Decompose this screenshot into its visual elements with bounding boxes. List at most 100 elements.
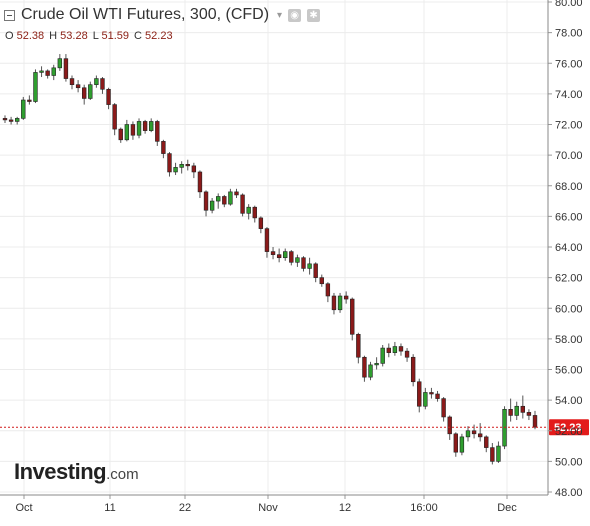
candle-body bbox=[69, 78, 75, 85]
x-tick-label: Dec bbox=[497, 502, 517, 514]
candle-up bbox=[246, 204, 251, 220]
candle-down bbox=[142, 119, 148, 134]
y-tick-label: 72.00 bbox=[555, 120, 583, 132]
candle-down bbox=[435, 390, 440, 402]
candle-body bbox=[179, 164, 184, 168]
candle-body bbox=[368, 364, 373, 378]
y-tick-label: 80.00 bbox=[555, 0, 583, 9]
candle-up bbox=[124, 119, 130, 142]
candle-body bbox=[14, 118, 20, 122]
y-tick-label: 62.00 bbox=[555, 273, 583, 285]
candle-body bbox=[39, 70, 44, 73]
candle-down bbox=[161, 139, 166, 159]
y-tick-label: 78.00 bbox=[555, 28, 583, 40]
candle-up bbox=[295, 254, 300, 267]
visibility-icon[interactable]: ◉ bbox=[288, 8, 302, 22]
candle-up bbox=[39, 66, 44, 78]
candle-down bbox=[441, 397, 446, 422]
candle-down bbox=[471, 424, 477, 439]
y-tick-label: 58.00 bbox=[555, 334, 583, 346]
close-readout: C 52.23 bbox=[134, 30, 173, 42]
grid-lines bbox=[0, 0, 548, 495]
candle-body bbox=[325, 283, 331, 297]
y-tick-label: 52.00 bbox=[555, 426, 583, 438]
candle-up bbox=[149, 118, 154, 133]
candle-body bbox=[295, 257, 300, 263]
candle-down bbox=[8, 116, 14, 125]
candles bbox=[2, 54, 538, 465]
candle-up bbox=[459, 433, 465, 456]
candle-down bbox=[331, 292, 337, 315]
candle-body bbox=[319, 277, 324, 285]
candle-down bbox=[191, 162, 197, 179]
y-tick-label: 74.00 bbox=[555, 89, 583, 101]
candle-down bbox=[410, 354, 416, 387]
candle-body bbox=[75, 84, 81, 89]
candle-body bbox=[356, 333, 361, 358]
candle-up bbox=[88, 81, 93, 100]
candle-body bbox=[386, 347, 391, 353]
candle-body bbox=[51, 67, 56, 76]
y-tick-label: 48.00 bbox=[555, 487, 583, 499]
candle-body bbox=[222, 196, 227, 205]
axes: 48.00 50.00 52.00 54.00 56.00 58.00 60.00 62.00… bbox=[0, 0, 583, 514]
candle-body bbox=[173, 167, 178, 173]
candle-down bbox=[197, 170, 203, 198]
candle-body bbox=[191, 165, 197, 173]
chevron-down-icon[interactable]: ▾ bbox=[277, 9, 283, 21]
candle-down bbox=[350, 297, 355, 341]
y-tick-label: 60.00 bbox=[555, 303, 583, 315]
candle-up bbox=[209, 198, 215, 214]
candle-body bbox=[2, 118, 8, 121]
candle-up bbox=[136, 118, 142, 139]
candle-body bbox=[289, 251, 294, 263]
candle-down bbox=[356, 332, 361, 364]
y-tick-label: 76.00 bbox=[555, 58, 583, 70]
chart-header: Crude Oil WTI Futures, 300, (CFD) ▾ ◉ ✱ bbox=[4, 6, 321, 24]
candle-body bbox=[57, 58, 63, 69]
ohlc-readout: O 52.38 H 53.28 L 51.59 C 52.23 bbox=[5, 30, 173, 42]
candle-body bbox=[264, 228, 270, 252]
candle-down bbox=[404, 348, 410, 362]
candle-body bbox=[112, 104, 117, 130]
candle-body bbox=[441, 398, 446, 418]
candle-up bbox=[216, 193, 221, 209]
y-tick-label: 54.00 bbox=[555, 395, 583, 407]
candle-up bbox=[374, 357, 379, 370]
candle-body bbox=[374, 363, 379, 366]
candle-down bbox=[520, 395, 526, 419]
candle-down bbox=[264, 227, 270, 258]
candle-body bbox=[270, 251, 276, 255]
x-tick-label: 16:00 bbox=[410, 502, 438, 514]
candle-down bbox=[453, 432, 458, 457]
x-tick-label: Oct bbox=[15, 502, 32, 514]
collapse-icon[interactable] bbox=[4, 9, 15, 21]
low-readout: L 51.59 bbox=[92, 30, 130, 42]
candle-body bbox=[63, 58, 69, 79]
candle-body bbox=[514, 405, 519, 416]
candle-body bbox=[429, 392, 434, 395]
candle-body bbox=[447, 416, 452, 435]
candle-down bbox=[112, 103, 117, 136]
candle-up bbox=[94, 75, 99, 88]
candle-down bbox=[532, 410, 538, 430]
candle-down bbox=[203, 190, 209, 217]
candle-up bbox=[179, 161, 184, 174]
y-tick-label: 64.00 bbox=[555, 242, 583, 254]
chart-title: Crude Oil WTI Futures, 300, (CFD) bbox=[21, 6, 270, 23]
candle-body bbox=[197, 171, 203, 193]
candle-body bbox=[155, 121, 160, 142]
candle-down bbox=[343, 291, 349, 304]
candle-down bbox=[130, 121, 136, 140]
candle-down bbox=[63, 54, 69, 82]
candle-down bbox=[276, 248, 282, 263]
candle-down bbox=[526, 409, 532, 421]
candle-down bbox=[484, 435, 489, 453]
candle-down bbox=[240, 193, 245, 217]
candle-down bbox=[258, 216, 264, 234]
candle-up bbox=[307, 257, 312, 275]
settings-icon[interactable]: ✱ bbox=[307, 8, 321, 22]
candle-body bbox=[337, 295, 343, 311]
